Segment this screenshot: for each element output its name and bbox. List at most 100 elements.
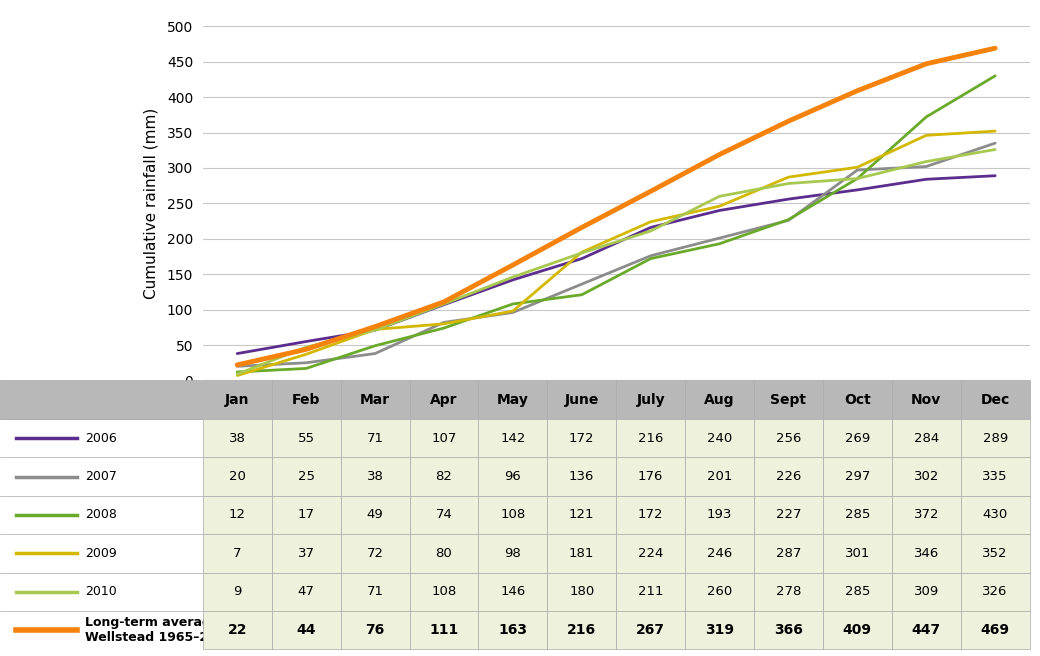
Bar	[616, 611, 685, 649]
Text: 267: 267	[636, 623, 666, 637]
Bar	[961, 380, 1030, 419]
Bar	[754, 380, 823, 419]
Bar	[685, 380, 754, 419]
Text: 269: 269	[844, 432, 870, 445]
Bar	[271, 380, 340, 419]
Bar	[892, 534, 961, 573]
Text: 108: 108	[500, 508, 525, 522]
Bar	[547, 419, 616, 457]
Bar	[341, 457, 410, 496]
Bar	[271, 611, 340, 649]
Bar	[410, 496, 478, 534]
Bar	[203, 380, 271, 419]
Text: 260: 260	[707, 585, 732, 598]
Text: 7: 7	[233, 547, 241, 560]
Text: 82: 82	[436, 470, 452, 483]
Text: 366: 366	[774, 623, 803, 637]
Bar	[892, 573, 961, 611]
Bar	[685, 573, 754, 611]
Bar	[616, 380, 685, 419]
Bar	[823, 573, 891, 611]
Text: Dec: Dec	[981, 393, 1010, 407]
Bar	[754, 457, 823, 496]
Text: 2009: 2009	[85, 547, 116, 560]
Text: 447: 447	[912, 623, 941, 637]
Text: 216: 216	[638, 432, 664, 445]
Bar	[203, 496, 271, 534]
Text: 80: 80	[436, 547, 452, 560]
Bar	[0, 380, 203, 419]
Text: 469: 469	[981, 623, 1010, 637]
Bar	[892, 496, 961, 534]
Bar	[823, 496, 891, 534]
Bar	[961, 611, 1030, 649]
Text: 352: 352	[983, 547, 1008, 560]
Bar	[961, 534, 1030, 573]
Text: 301: 301	[844, 547, 870, 560]
Text: 107: 107	[432, 432, 457, 445]
Text: 96: 96	[504, 470, 521, 483]
Bar	[203, 573, 271, 611]
Text: 319: 319	[705, 623, 734, 637]
Bar	[685, 457, 754, 496]
Text: 409: 409	[842, 623, 872, 637]
Text: 55: 55	[297, 432, 315, 445]
Bar	[892, 419, 961, 457]
Bar	[478, 496, 547, 534]
Bar	[961, 573, 1030, 611]
Bar	[271, 496, 340, 534]
Text: Mar: Mar	[360, 393, 390, 407]
Text: 76: 76	[365, 623, 385, 637]
Bar	[892, 457, 961, 496]
Text: 2007: 2007	[85, 470, 118, 483]
Text: 285: 285	[844, 585, 870, 598]
Text: 226: 226	[776, 470, 801, 483]
Bar	[892, 611, 961, 649]
Bar	[685, 496, 754, 534]
Bar	[823, 534, 891, 573]
Text: 284: 284	[913, 432, 939, 445]
Text: 430: 430	[983, 508, 1008, 522]
Text: Nov: Nov	[911, 393, 941, 407]
Bar	[961, 496, 1030, 534]
Text: 224: 224	[638, 547, 664, 560]
Text: 181: 181	[569, 547, 595, 560]
Text: 98: 98	[504, 547, 521, 560]
Bar	[616, 419, 685, 457]
Text: 12: 12	[229, 508, 245, 522]
Bar	[410, 380, 478, 419]
Bar	[754, 611, 823, 649]
Bar	[892, 380, 961, 419]
Text: 297: 297	[844, 470, 870, 483]
Bar	[754, 573, 823, 611]
Text: 172: 172	[569, 432, 595, 445]
Text: 246: 246	[707, 547, 732, 560]
Text: 216: 216	[567, 623, 596, 637]
Bar	[478, 611, 547, 649]
Bar	[823, 611, 891, 649]
Bar	[754, 534, 823, 573]
Bar	[341, 611, 410, 649]
Bar	[341, 534, 410, 573]
Text: 108: 108	[432, 585, 457, 598]
Text: 9: 9	[233, 585, 241, 598]
Bar	[341, 496, 410, 534]
Text: 49: 49	[367, 508, 384, 522]
Text: 302: 302	[913, 470, 939, 483]
Text: 201: 201	[707, 470, 732, 483]
Bar	[823, 419, 891, 457]
Text: Aug: Aug	[704, 393, 735, 407]
Bar	[203, 419, 271, 457]
Bar	[547, 380, 616, 419]
Bar	[271, 534, 340, 573]
Text: 38: 38	[229, 432, 245, 445]
Bar	[203, 457, 271, 496]
Bar	[616, 573, 685, 611]
Text: 346: 346	[913, 547, 939, 560]
Bar	[203, 611, 271, 649]
Bar	[961, 419, 1030, 457]
Text: 74: 74	[436, 508, 452, 522]
Bar	[547, 611, 616, 649]
Text: 121: 121	[569, 508, 595, 522]
Bar	[685, 534, 754, 573]
